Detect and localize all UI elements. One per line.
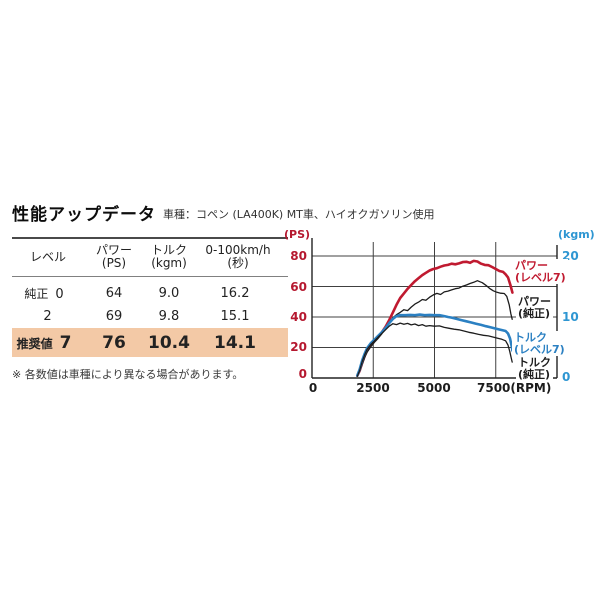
spec-table: レベル パワー (PS) トルク (kgm) 0-100km/h (秒) 純正 0 64… bbox=[12, 237, 288, 357]
legend-power-level7: パワー (レベル7) bbox=[513, 259, 568, 284]
power-value: 69 bbox=[105, 309, 123, 324]
level-value: 2 bbox=[43, 309, 52, 324]
table-row-level2: 2 69 9.8 15.1 bbox=[12, 305, 288, 328]
level-value: 0 bbox=[55, 287, 64, 302]
vehicle-subtitle: 車種：コペン (LA400K) MT車、ハイオクガソリン使用 bbox=[163, 208, 435, 221]
power-value: 76 bbox=[102, 332, 126, 353]
accel-value: 15.1 bbox=[220, 309, 250, 324]
level-value: 7 bbox=[59, 332, 72, 353]
legend-torque-level7: トルク (レベル7) bbox=[512, 331, 567, 356]
torque-value: 9.8 bbox=[158, 309, 180, 324]
left-tick-60: 60 bbox=[290, 280, 307, 294]
header-accel: 0-100km/h (秒) bbox=[194, 238, 288, 277]
level-label: 推奨値 bbox=[16, 336, 53, 351]
power-value: 64 bbox=[105, 286, 123, 301]
table-header-row: レベル パワー (PS) トルク (kgm) 0-100km/h (秒) bbox=[12, 238, 288, 277]
left-axis-unit: (PS) bbox=[284, 228, 311, 241]
x-tick-0: 0 bbox=[308, 381, 318, 395]
x-tick-2500: 2500 bbox=[356, 381, 390, 395]
header-level: レベル bbox=[12, 238, 84, 277]
header-power: パワー (PS) bbox=[84, 238, 144, 277]
x-axis-unit: (RPM) bbox=[510, 381, 552, 395]
x-tick-5000: 5000 bbox=[417, 381, 451, 395]
footnote: ※ 各数値は車種により異なる場合があります。 bbox=[12, 368, 244, 381]
table-row-stock: 純正 0 64 9.0 16.2 bbox=[12, 277, 288, 306]
header-torque: トルク (kgm) bbox=[144, 238, 194, 277]
accel-value: 14.1 bbox=[214, 332, 256, 353]
right-axis-unit: (kgm) bbox=[558, 228, 595, 241]
right-tick-10: 10 bbox=[562, 310, 579, 324]
x-tick-7500: 7500(RPM) bbox=[477, 381, 552, 395]
left-tick-20: 20 bbox=[290, 340, 307, 354]
torque-value: 10.4 bbox=[148, 332, 190, 353]
left-tick-80: 80 bbox=[290, 249, 307, 263]
left-tick-40: 40 bbox=[290, 310, 307, 324]
legend-power-stock: パワー (純正) bbox=[516, 295, 553, 320]
right-tick-0: 0 bbox=[562, 370, 571, 384]
left-tick-0: 0 bbox=[298, 367, 307, 381]
page-title: 性能アップデータ bbox=[12, 205, 156, 225]
table-row-recommended: 推奨値 7 76 10.4 14.1 bbox=[12, 328, 288, 357]
level-label: 純正 bbox=[24, 287, 49, 301]
accel-value: 16.2 bbox=[220, 286, 250, 301]
legend-torque-stock: トルク (純正) bbox=[516, 356, 553, 381]
torque-value: 9.0 bbox=[158, 286, 180, 301]
